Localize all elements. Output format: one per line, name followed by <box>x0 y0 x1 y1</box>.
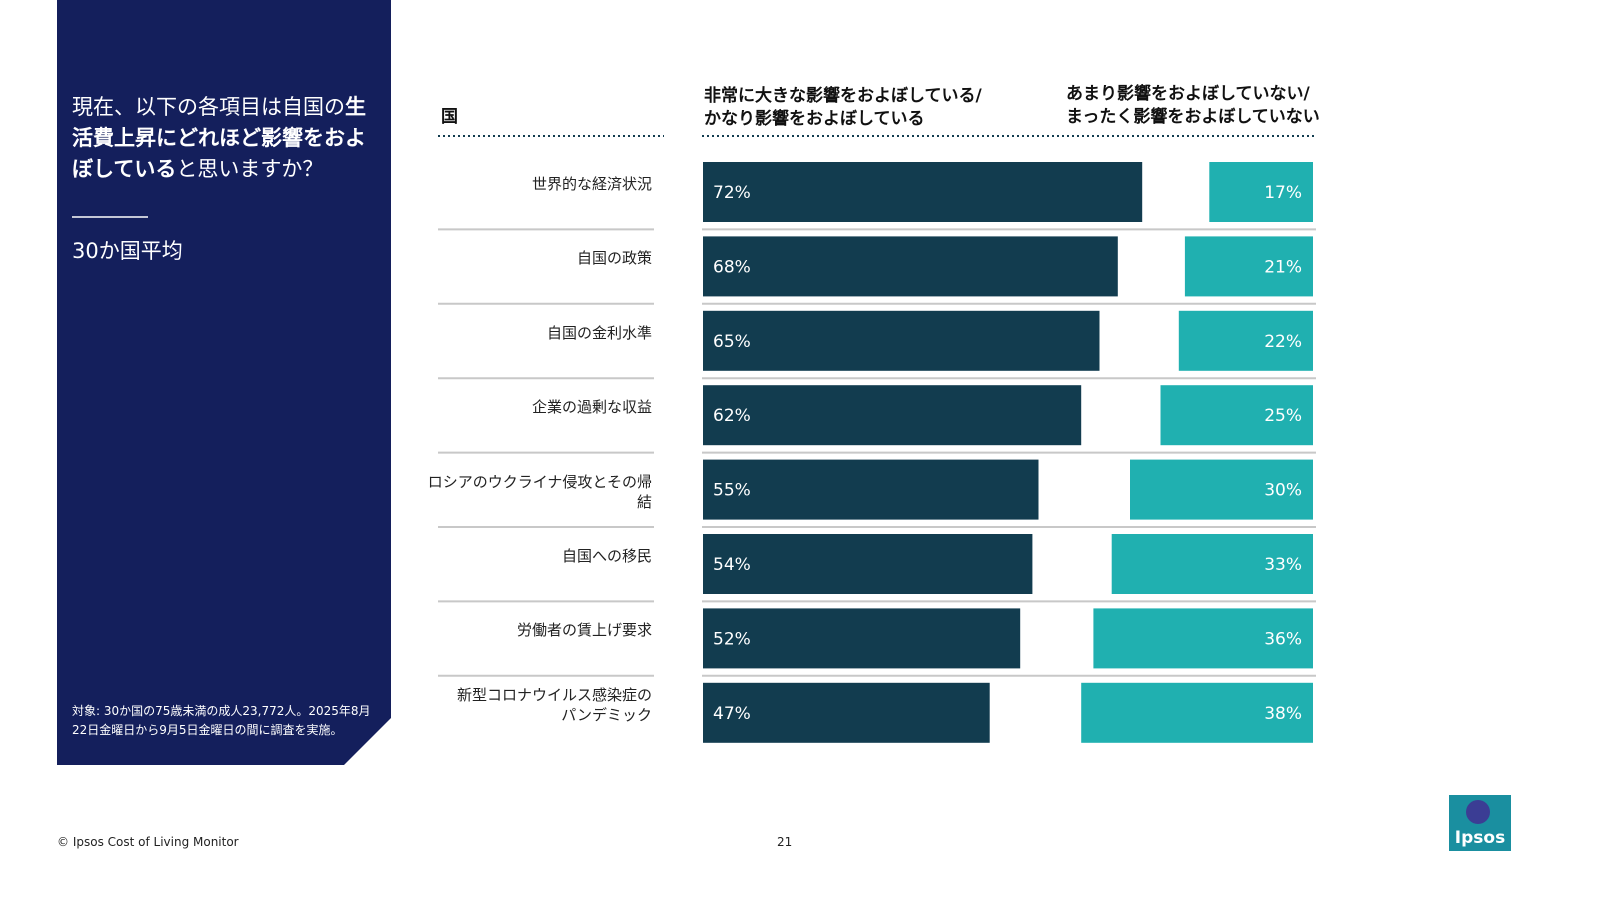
category-label: 自国の政策 <box>576 249 652 268</box>
bar <box>1130 459 1313 520</box>
value-label: 54% <box>713 555 751 575</box>
value-label: 30% <box>1264 481 1302 501</box>
bar <box>703 310 1100 371</box>
value-label: 38% <box>1264 704 1302 724</box>
category-label: 企業の過剰な収益 <box>531 398 652 417</box>
copyright: © Ipsos Cost of Living Monitor <box>57 835 239 849</box>
category-label: ロシアのウクライナ侵攻とその帰結 <box>427 472 652 511</box>
logo-shape <box>1466 800 1490 824</box>
value-label: 65% <box>713 332 751 352</box>
category-label: 自国の金利水準 <box>546 323 652 342</box>
value-label: 72% <box>713 183 751 203</box>
value-label: 68% <box>713 257 751 277</box>
value-label: 21% <box>1264 257 1302 277</box>
subtitle: 30か国平均 <box>72 239 183 263</box>
bar <box>703 385 1082 446</box>
value-label: 22% <box>1264 332 1302 352</box>
question-text: と思いますか？ <box>176 157 324 181</box>
legend-entry: 非常に大きな影響をおよぼしている/ かなり影響をおよぼしている <box>704 86 982 129</box>
bar <box>1111 534 1313 594</box>
bar <box>703 534 1033 594</box>
value-label: 62% <box>713 406 751 426</box>
footnote: 対象: 30か国の75歳未満の成人23,772人。2025年8月22日金曜日から… <box>72 704 371 737</box>
value-label: 17% <box>1264 183 1302 203</box>
category-label: 自国への移民 <box>561 547 652 565</box>
bar <box>1209 162 1313 222</box>
bar <box>1184 236 1313 297</box>
bar <box>703 459 1039 520</box>
category-label: 世界的な経済状況 <box>531 175 652 193</box>
bar <box>703 236 1118 297</box>
bar <box>1093 608 1313 669</box>
bar <box>703 162 1143 222</box>
value-label: 33% <box>1264 555 1302 575</box>
category-label: 労働者の賃上げ要求 <box>516 621 652 640</box>
question-text: 現在、以下の各項目は自国の <box>72 95 345 119</box>
value-label: 25% <box>1264 406 1302 426</box>
category-header: 国 <box>441 107 458 127</box>
bar <box>703 682 990 743</box>
bar <box>703 608 1021 669</box>
value-label: 36% <box>1264 629 1302 649</box>
question-emphasis: 生活費上昇にどれほど影響をおよぼしている <box>72 95 366 181</box>
side-panel <box>57 0 391 765</box>
category-label: 新型コロナウイルス感染症の パンデミック <box>456 685 652 724</box>
bar <box>1160 385 1313 446</box>
logo-text: Ipsos <box>1455 828 1505 848</box>
value-label: 47% <box>713 704 751 724</box>
question: 現在、以下の各項目は自国の生活費上昇にどれほど影響をおよぼしていると思いますか？ <box>72 92 382 185</box>
bar <box>1178 310 1313 371</box>
legend-entry: あまり影響をおよぼしていない/ まったく影響をおよぼしていない <box>1066 84 1320 127</box>
value-label: 52% <box>713 629 751 649</box>
value-label: 55% <box>713 481 751 501</box>
page-number: 21 <box>777 835 793 849</box>
bar <box>1081 682 1313 743</box>
plot: 72% 17% 68% 21% 65% 22% 62% 25% 55% 30% 54% 33% 52% 3… <box>438 162 1316 743</box>
